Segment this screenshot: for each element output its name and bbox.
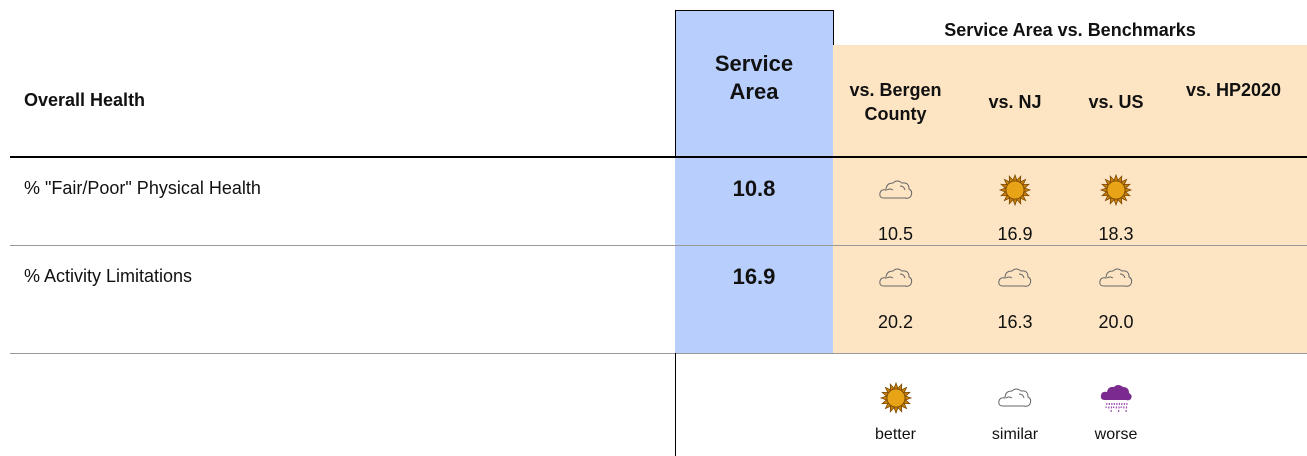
rating-icon — [1098, 262, 1134, 294]
benchmark-header: vs. Bergen County — [849, 80, 942, 124]
rating-icon — [878, 174, 914, 206]
benchmark-value: 20.2 — [877, 312, 914, 332]
legend-label: worse — [1094, 426, 1138, 443]
rating-icon — [997, 382, 1033, 414]
border — [833, 10, 834, 45]
rating-icon — [878, 262, 914, 294]
benchmark-value: 10.5 — [877, 224, 914, 244]
service-area-band — [675, 10, 833, 353]
benchmark-value: 16.9 — [997, 224, 1033, 244]
legend-label: similar — [991, 426, 1039, 443]
benchmark-header: vs. HP2020 — [1185, 80, 1282, 100]
benchmark-value: 18.3 — [1098, 224, 1134, 244]
service-area-value: 16.9 — [732, 264, 776, 289]
row-rule — [10, 245, 1307, 246]
service-area-header: Service Area — [714, 51, 794, 104]
rating-icon — [997, 173, 1033, 207]
legend-label: better — [875, 426, 916, 443]
row-rule — [10, 353, 1307, 354]
benchmark-value: 20.0 — [1098, 312, 1134, 332]
row-label: % Activity Limitations — [24, 266, 193, 286]
benchmark-band — [833, 45, 1307, 353]
header-title: Overall Health — [24, 90, 146, 110]
benchmarks-title: Service Area vs. Benchmarks — [944, 20, 1196, 40]
row-label: % "Fair/Poor" Physical Health — [24, 178, 261, 198]
border — [675, 10, 676, 157]
rating-icon — [1098, 382, 1134, 414]
benchmark-header: vs. US — [1088, 92, 1144, 112]
border — [675, 10, 833, 11]
benchmark-header: vs. NJ — [988, 92, 1042, 112]
rating-icon — [1098, 173, 1134, 207]
border — [675, 353, 676, 456]
benchmark-value: 16.3 — [997, 312, 1033, 332]
rating-icon — [997, 262, 1033, 294]
header-rule — [10, 156, 1307, 158]
service-area-value: 10.8 — [732, 176, 776, 201]
rating-icon — [878, 381, 914, 415]
